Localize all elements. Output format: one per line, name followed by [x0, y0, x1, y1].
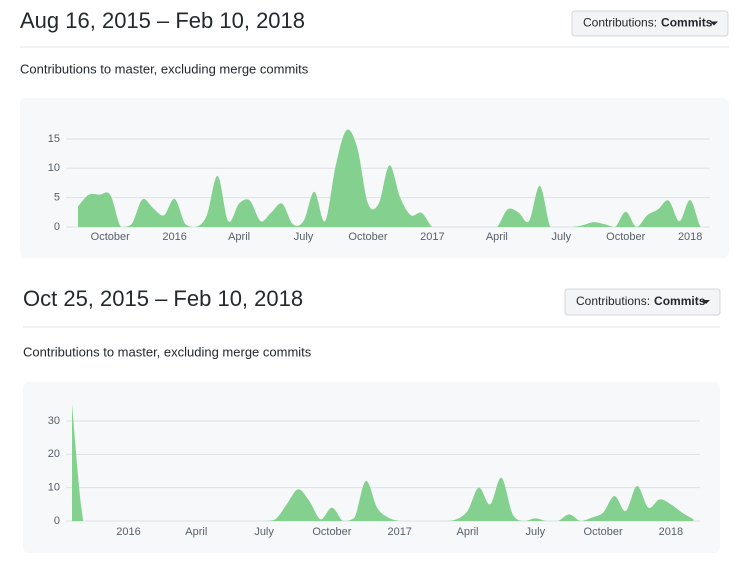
- y-tick-label: 30: [48, 415, 60, 427]
- contribution-area: [72, 404, 694, 521]
- y-tick-label: 15: [48, 133, 60, 145]
- dropdown-text: Contributions: Commits: [576, 294, 706, 308]
- y-tick-label: 0: [54, 221, 60, 233]
- dropdown-value: Commits: [654, 294, 706, 308]
- y-tick-label: 10: [48, 482, 60, 494]
- dropdown-value: Commits: [661, 16, 713, 30]
- x-tick-label: July: [294, 231, 314, 243]
- subtitle: Contributions to master, excluding merge…: [23, 344, 312, 359]
- contributions-dropdown[interactable]: Contributions: Commits: [564, 288, 721, 316]
- y-tick-label: 5: [54, 192, 60, 204]
- x-tick-label: April: [456, 526, 478, 538]
- x-tick-label: July: [552, 231, 572, 243]
- x-tick-label: October: [348, 231, 387, 243]
- graph-panel: [20, 98, 729, 258]
- caret: [702, 300, 710, 304]
- x-tick-label: April: [486, 231, 508, 243]
- x-tick-label: October: [312, 526, 351, 538]
- range-title: Oct 25, 2015 – Feb 10, 2018: [23, 286, 303, 311]
- dropdown-box: [571, 10, 729, 37]
- x-tick-label: July: [254, 526, 274, 538]
- x-tick-label: July: [526, 526, 546, 538]
- caret: [710, 21, 718, 26]
- x-tick-label: April: [228, 231, 250, 243]
- x-tick-label: October: [91, 231, 130, 243]
- y-tick-label: 10: [48, 162, 60, 174]
- x-tick-label: 2018: [659, 526, 683, 538]
- x-tick-label: 2016: [162, 231, 186, 243]
- x-tick-label: 2017: [387, 526, 411, 538]
- x-tick-label: 2017: [420, 231, 444, 243]
- x-tick-label: 2016: [116, 526, 140, 538]
- dropdown-text: Contributions: Commits: [583, 16, 713, 30]
- y-tick-label: 20: [48, 448, 60, 460]
- subtitle: Contributions to master, excluding merge…: [20, 61, 309, 76]
- contributions-dropdown[interactable]: Contributions: Commits: [571, 10, 729, 37]
- dropdown-box: [564, 288, 721, 316]
- x-tick-label: April: [185, 526, 207, 538]
- y-tick-label: 0: [54, 515, 60, 527]
- dropdown-label: Contributions:: [576, 294, 650, 308]
- x-tick-label: October: [584, 526, 623, 538]
- range-title: Aug 16, 2015 – Feb 10, 2018: [20, 8, 305, 33]
- graph-panel: [23, 382, 720, 553]
- contribution-area: [78, 129, 712, 227]
- x-tick-label: October: [606, 231, 645, 243]
- dropdown-label: Contributions:: [583, 16, 657, 30]
- x-tick-label: 2018: [678, 231, 702, 243]
